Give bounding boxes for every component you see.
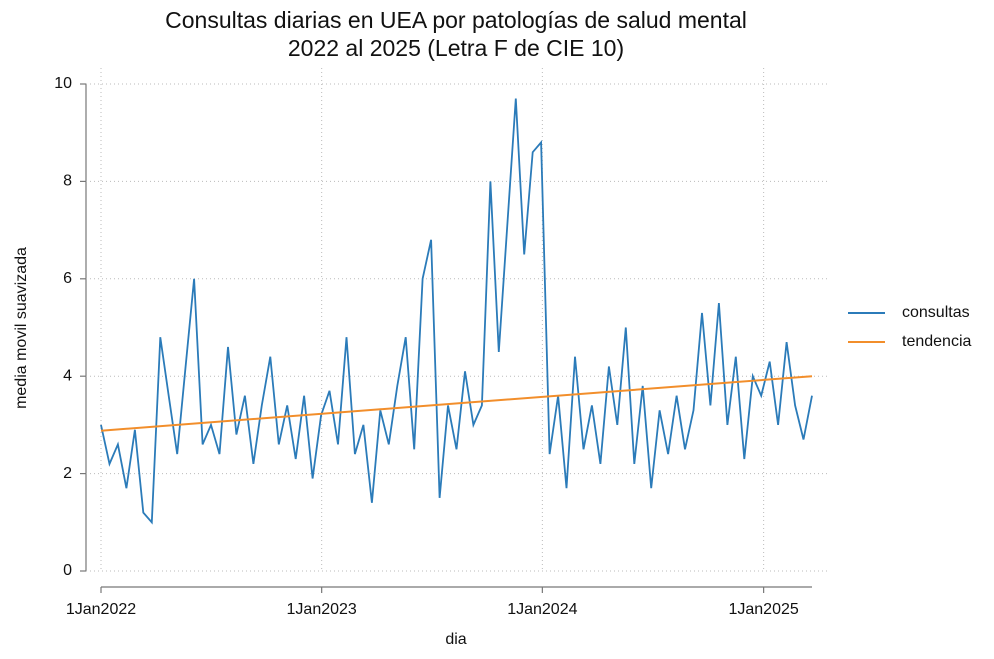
y-tick-label: 6 <box>63 270 72 287</box>
x-tick-label: 1Jan2022 <box>66 601 136 618</box>
line <box>100 98 813 525</box>
y-tick-label: 10 <box>54 75 72 92</box>
y-tick-label: 4 <box>63 367 72 384</box>
y-axis-label: media movil suavizada <box>13 247 30 409</box>
y-tick-label: 8 <box>63 173 72 190</box>
x-tick-label: 1Jan2023 <box>287 601 357 618</box>
chart-title: 2022 al 2025 (Letra F de CIE 10) <box>288 35 624 61</box>
legend-label: tendencia <box>902 333 971 350</box>
line <box>100 375 813 432</box>
legend-label: consultas <box>902 304 970 321</box>
x-axis-label: dia <box>445 631 466 648</box>
x-tick-label: 1Jan2024 <box>507 601 577 618</box>
y-tick-label: 2 <box>63 465 72 482</box>
x-tick-label: 1Jan2025 <box>728 601 798 618</box>
y-tick-label: 0 <box>63 562 72 579</box>
chart-title: Consultas diarias en UEA por patologías … <box>165 7 747 33</box>
